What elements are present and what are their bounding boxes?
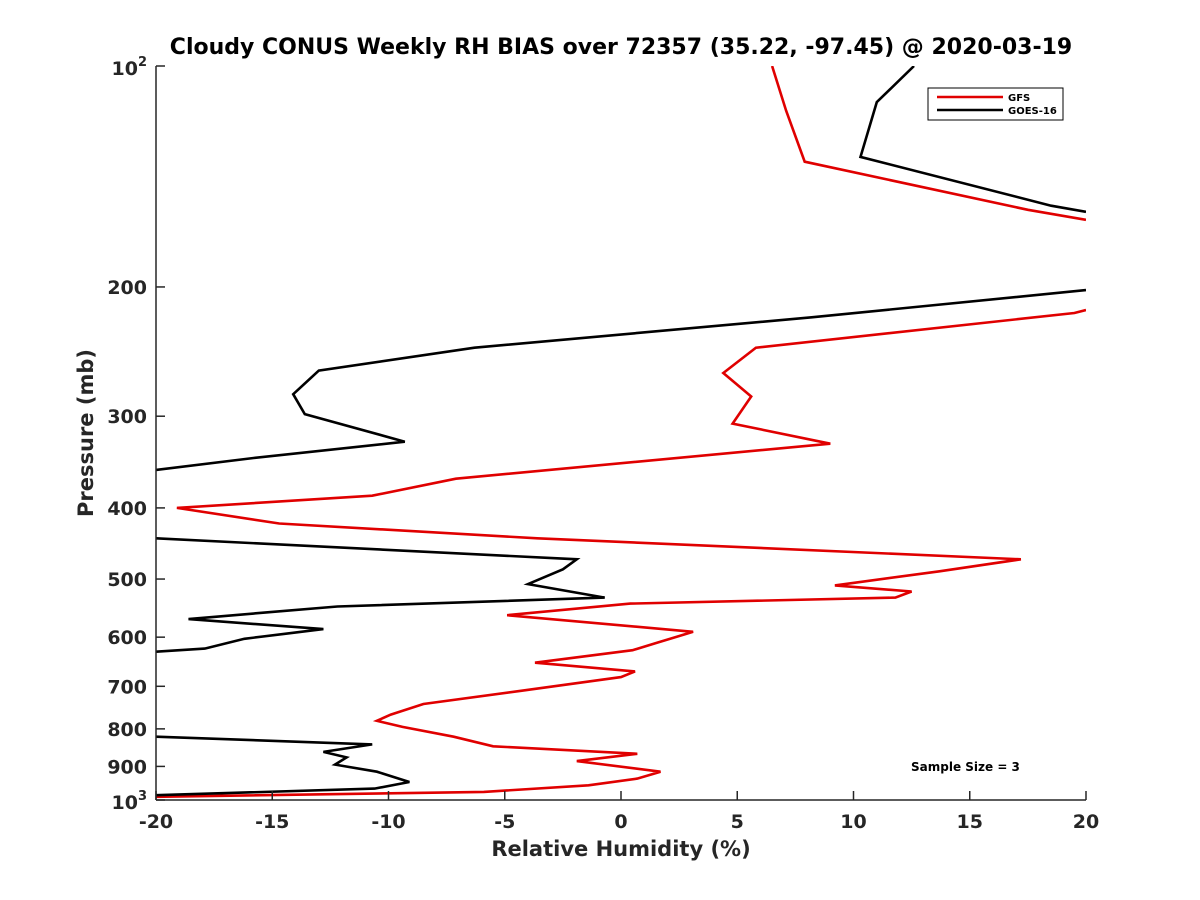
series-layer bbox=[156, 66, 1086, 799]
y-tick-label: 500 bbox=[107, 569, 147, 591]
sample-size-annotation: Sample Size = 3 bbox=[911, 760, 1020, 774]
x-tick-label: 0 bbox=[614, 811, 627, 833]
series-line-gfs-0 bbox=[770, 66, 1086, 222]
y-tick-label: 400 bbox=[107, 498, 147, 520]
legend-label-goes16: GOES-16 bbox=[1008, 106, 1057, 117]
x-tick-label: -15 bbox=[255, 811, 289, 833]
legend-box bbox=[927, 87, 1064, 121]
x-tick-label: 20 bbox=[1073, 811, 1099, 833]
series-line-goes16-3 bbox=[156, 735, 410, 797]
y-tick-label-bottom: 103 bbox=[112, 789, 148, 814]
tick-base: 10 bbox=[112, 58, 138, 80]
x-tick-label: -20 bbox=[139, 811, 173, 833]
legend-label-gfs: GFS bbox=[1008, 93, 1030, 104]
y-tick-label: 600 bbox=[107, 627, 147, 649]
x-tick-label: 5 bbox=[731, 811, 744, 833]
y-tick-label: 900 bbox=[107, 756, 147, 778]
y-tick-label-top: 102 bbox=[112, 55, 148, 80]
x-axis-label: Relative Humidity (%) bbox=[491, 837, 750, 861]
y-tick-label: 200 bbox=[107, 277, 147, 299]
series-line-goes16-0 bbox=[858, 66, 1086, 214]
y-tick-label: 300 bbox=[107, 406, 147, 428]
tick-exponent: 2 bbox=[138, 55, 147, 70]
x-tick-label: -5 bbox=[494, 811, 515, 833]
x-tick-label: -10 bbox=[371, 811, 405, 833]
series-line-gfs-1 bbox=[156, 308, 1086, 799]
tick-exponent: 3 bbox=[138, 789, 147, 804]
y-tick-label: 700 bbox=[107, 676, 147, 698]
tick-base: 10 bbox=[112, 792, 138, 814]
chart-title: Cloudy CONUS Weekly RH BIAS over 72357 (… bbox=[170, 35, 1072, 60]
y-tick-label: 800 bbox=[107, 719, 147, 741]
series-line-goes16-2 bbox=[156, 537, 605, 653]
x-tick-label: 10 bbox=[840, 811, 866, 833]
legend: GFS GOES-16 bbox=[927, 87, 1064, 121]
ticks-layer: -20 -15 -10 -5 0 5 10 15 20 200 300 400 500 600 700 800… bbox=[107, 55, 1099, 833]
series-line-goes16-1 bbox=[156, 288, 1086, 472]
x-tick-label: 15 bbox=[957, 811, 983, 833]
y-axis-label: Pressure (mb) bbox=[74, 349, 98, 517]
